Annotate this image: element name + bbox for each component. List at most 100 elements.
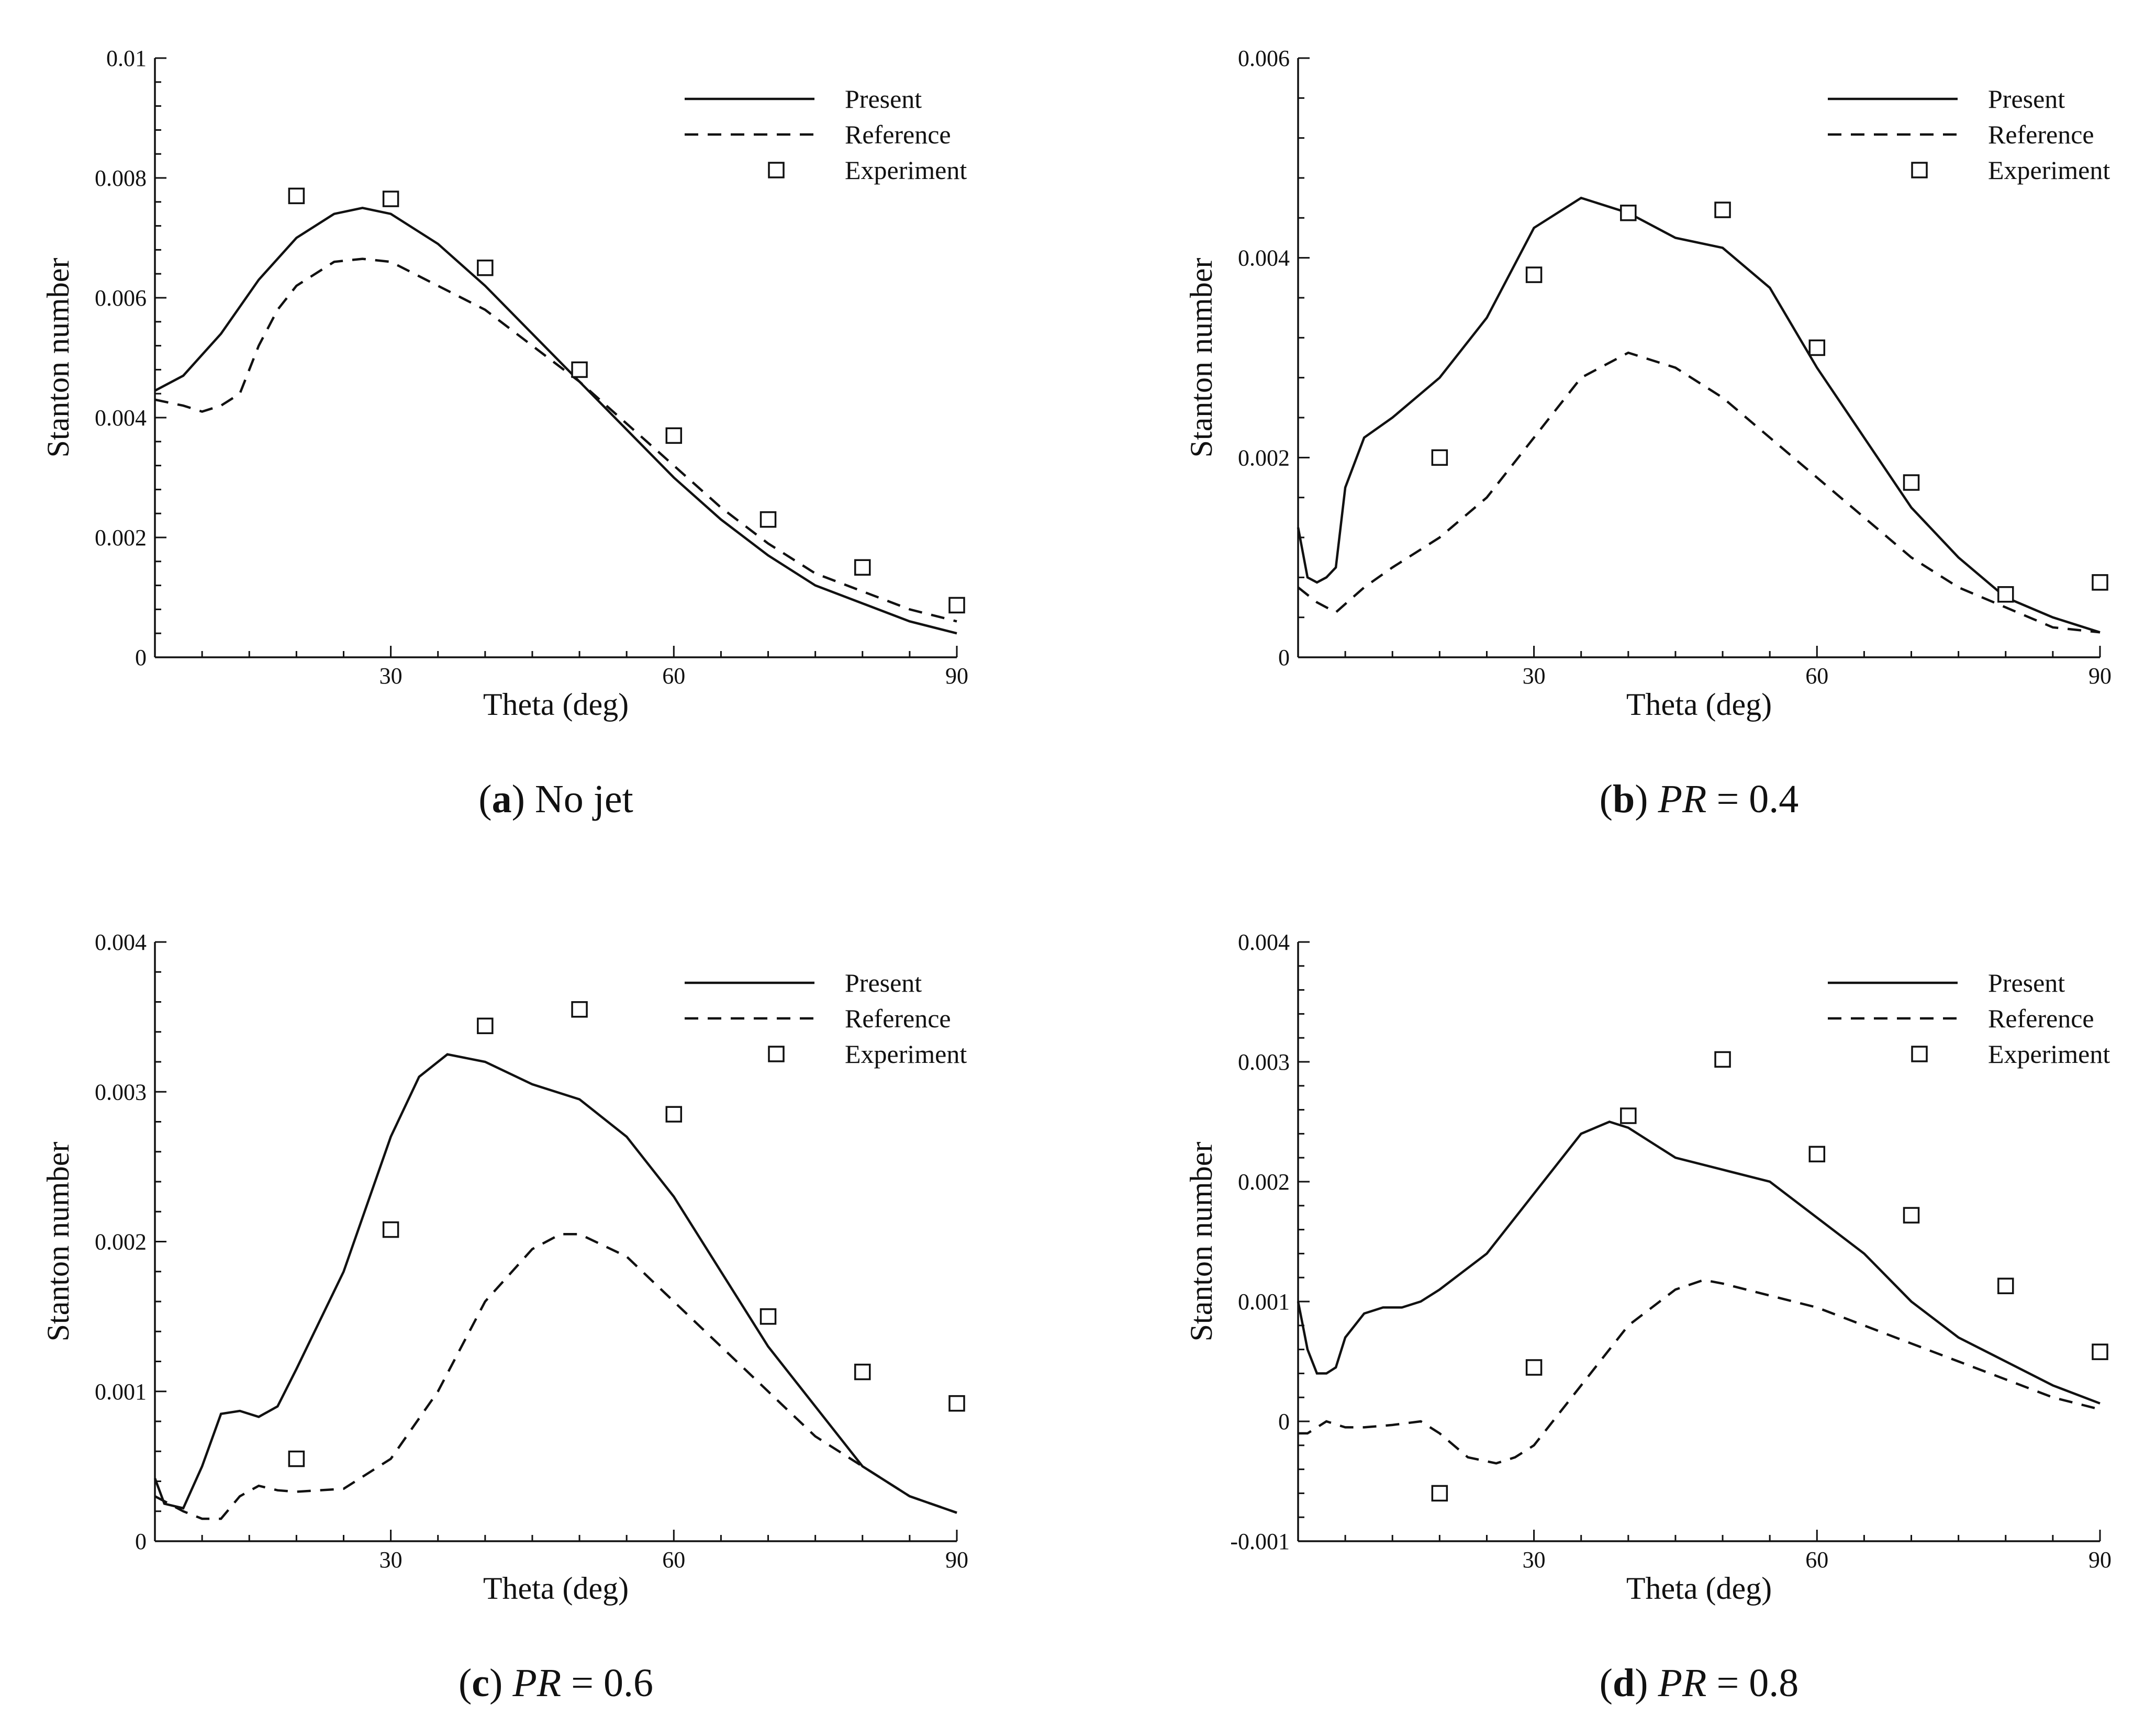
chart-c-reference-line xyxy=(154,1232,957,1520)
chart-d-experiment-point xyxy=(1620,1107,1637,1124)
chart-a-legend-experiment-label: Experiment xyxy=(845,155,967,185)
chart-b-experiment-point xyxy=(1431,449,1448,466)
chart-c: 0 0.001 0.002 0.003 0.004 30 60 90 Theta (deg) St… xyxy=(41,929,968,1705)
chart-a-reference-line xyxy=(154,257,957,623)
chart-c-caption: (c) PR = 0.6 xyxy=(459,1661,653,1705)
chart-c-x-tick-label: 60 xyxy=(662,1547,685,1573)
chart-a-y-tick-label: 0.006 xyxy=(95,285,147,311)
chart-d: -0.001 0 0.001 0.002 0.003 0.004 30 60 90 Theta (… xyxy=(1184,929,2112,1705)
chart-c-legend-experiment-swatch xyxy=(768,1046,785,1062)
chart-a-x-tick-label: 90 xyxy=(945,663,968,689)
chart-a-y-tick-label: 0.002 xyxy=(95,525,147,551)
chart-c-experiment-point xyxy=(948,1395,965,1412)
chart-c-present-line xyxy=(153,1053,957,1514)
chart-c-legend-present-label: Present xyxy=(845,968,922,997)
chart-c-x-tick-label: 90 xyxy=(945,1547,968,1573)
chart-c-y-tick-label: 0.001 xyxy=(95,1379,147,1405)
chart-a-present-line xyxy=(154,207,957,635)
chart-b-y-tick-label: 0.002 xyxy=(1238,445,1290,470)
chart-c-experiment-point xyxy=(288,1450,305,1467)
chart-c-legend-reference-label: Reference xyxy=(845,1004,951,1033)
chart-a-experiment-point xyxy=(759,511,777,528)
chart-b-experiment-point xyxy=(1903,474,1920,491)
chart-a-x-axis-label: Theta (deg) xyxy=(483,687,629,722)
chart-b: 0 0.002 0.004 0.006 30 60 90 Theta (deg) Stanton… xyxy=(1184,46,2112,821)
chart-d-legend-experiment-swatch xyxy=(1911,1046,1928,1062)
chart-a-y-tick-label: 0.008 xyxy=(95,165,147,191)
chart-d-legend-experiment-label: Experiment xyxy=(1988,1039,2110,1069)
chart-d-y-axis-label: Stanton number xyxy=(1184,1142,1219,1342)
chart-a-legend-experiment-swatch xyxy=(768,162,785,178)
chart-b-legend-experiment-label: Experiment xyxy=(1988,155,2110,185)
chart-d-y-tick-label: 0.001 xyxy=(1238,1289,1290,1315)
chart-d-legend-reference-label: Reference xyxy=(1988,1004,2094,1033)
chart-c-y-tick-label: 0 xyxy=(135,1529,147,1554)
chart-b-present-line xyxy=(1297,196,2101,634)
chart-b-x-tick-label: 60 xyxy=(1805,663,1828,689)
chart-b-legend-present-label: Present xyxy=(1988,84,2065,114)
chart-d-reference-line xyxy=(1298,1278,2101,1465)
chart-c-x-tick-label: 30 xyxy=(379,1547,403,1573)
chart-b-y-tick-label: 0.006 xyxy=(1238,46,1290,71)
chart-d-x-tick-label: 30 xyxy=(1523,1547,1546,1573)
chart-b-experiment-point xyxy=(1525,266,1543,283)
chart-d-y-tick-label: 0.002 xyxy=(1238,1169,1290,1195)
chart-a-legend-reference-label: Reference xyxy=(845,120,951,149)
chart-d-y-tick-label: -0.001 xyxy=(1230,1529,1290,1554)
chart-a-caption: (a) No jet xyxy=(478,777,633,821)
chart-a: 0 0.002 0.004 0.006 0.008 0.01 30 60 90 Theta (de… xyxy=(41,46,968,821)
chart-a-experiment-point xyxy=(477,260,494,276)
chart-a-experiment-point xyxy=(571,361,588,378)
chart-b-y-tick-label: 0.004 xyxy=(1238,245,1290,271)
chart-d-x-axis-label: Theta (deg) xyxy=(1626,1571,1772,1606)
chart-d-experiment-point xyxy=(1808,1146,1826,1163)
chart-b-experiment-point xyxy=(1620,205,1637,221)
chart-d-x-tick-label: 90 xyxy=(2088,1547,2112,1573)
chart-a-x-tick-label: 60 xyxy=(662,663,685,689)
chart-c-experiment-point xyxy=(665,1106,683,1123)
chart-b-reference-line xyxy=(1297,351,2101,634)
chart-c-experiment-point xyxy=(382,1221,399,1238)
chart-a-experiment-point xyxy=(854,559,871,576)
chart-c-experiment-point xyxy=(854,1363,871,1381)
chart-d-present-line xyxy=(1297,1120,2101,1405)
chart-d-y-tick-label: 0.004 xyxy=(1238,929,1290,955)
chart-b-x-tick-label: 90 xyxy=(2088,663,2112,689)
chart-b-experiment-point xyxy=(1714,201,1731,218)
chart-b-experiment-point xyxy=(2092,574,2108,591)
chart-a-experiment-point xyxy=(948,597,965,614)
chart-b-experiment-point xyxy=(1808,339,1826,356)
chart-d-experiment-point xyxy=(1997,1277,2014,1294)
chart-d-caption: (d) PR = 0.8 xyxy=(1600,1661,1799,1705)
chart-b-x-tick-label: 30 xyxy=(1523,663,1546,689)
chart-b-y-tick-label: 0 xyxy=(1278,645,1290,670)
chart-d-experiment-point xyxy=(2092,1343,2108,1360)
chart-b-legend-experiment-swatch xyxy=(1911,162,1928,178)
chart-c-y-tick-label: 0.003 xyxy=(95,1079,147,1105)
chart-d-experiment-point xyxy=(1903,1207,1920,1224)
chart-b-x-axis-label: Theta (deg) xyxy=(1626,687,1772,722)
chart-d-y-tick-label: 0 xyxy=(1278,1409,1290,1434)
chart-a-y-axis-label: Stanton number xyxy=(41,258,75,458)
chart-d-legend-present-label: Present xyxy=(1988,968,2065,997)
chart-c-y-tick-label: 0.004 xyxy=(95,929,147,955)
chart-a-experiment-point xyxy=(665,427,683,444)
chart-d-experiment-point xyxy=(1525,1359,1543,1376)
chart-a-x-tick-label: 30 xyxy=(379,663,403,689)
chart-a-legend-present-label: Present xyxy=(845,84,922,114)
chart-d-x-tick-label: 60 xyxy=(1805,1547,1828,1573)
chart-a-experiment-point xyxy=(382,190,399,207)
chart-c-experiment-point xyxy=(759,1308,777,1325)
chart-b-y-axis-label: Stanton number xyxy=(1184,258,1219,458)
chart-c-experiment-point xyxy=(571,1001,588,1018)
chart-a-experiment-point xyxy=(288,187,305,205)
chart-d-experiment-point xyxy=(1431,1485,1448,1502)
chart-d-y-tick-label: 0.003 xyxy=(1238,1049,1290,1075)
chart-a-y-tick-label: 0.01 xyxy=(106,46,147,71)
chart-c-x-axis-label: Theta (deg) xyxy=(483,1571,629,1606)
chart-a-y-tick-label: 0.004 xyxy=(95,405,147,431)
chart-b-experiment-point xyxy=(1997,586,2014,603)
chart-b-legend-reference-label: Reference xyxy=(1988,120,2094,149)
chart-d-experiment-point xyxy=(1714,1051,1731,1068)
